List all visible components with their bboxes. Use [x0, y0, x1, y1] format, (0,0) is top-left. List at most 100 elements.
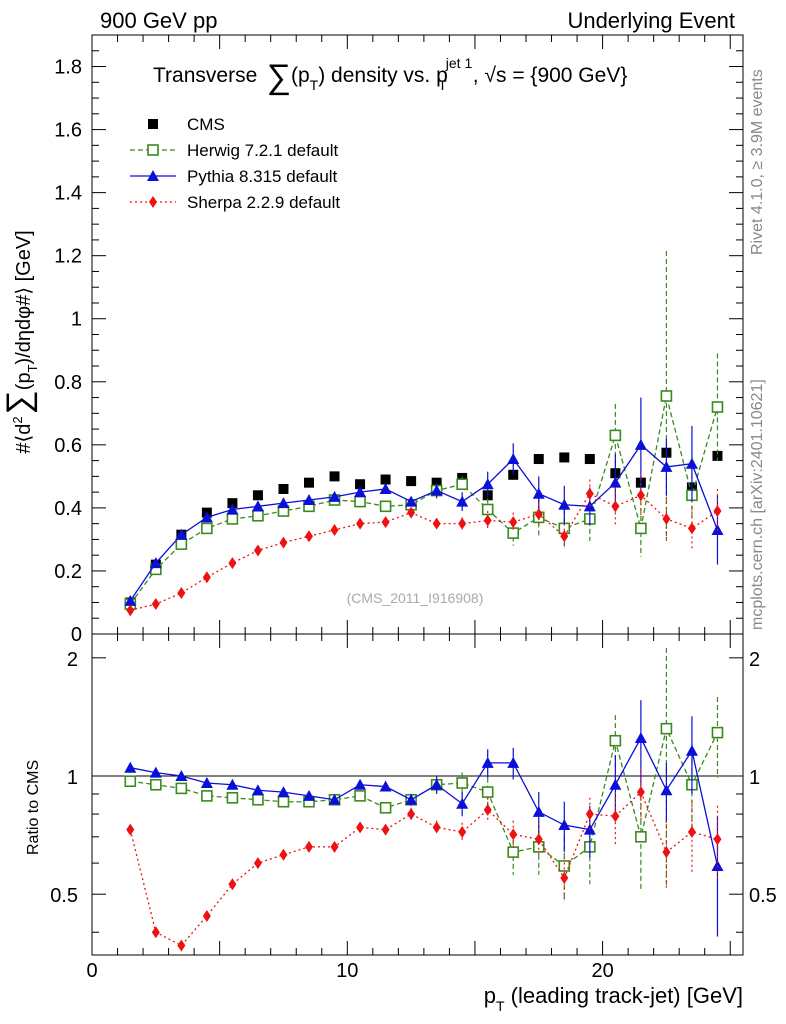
- ratio-point-pythia: [456, 797, 469, 809]
- ratio-point-pythia: [660, 784, 673, 796]
- title-part: , √s = {900 GeV}: [473, 64, 628, 87]
- title-part: Transverse: [153, 64, 257, 87]
- main-series-sherpa: [126, 473, 722, 617]
- ratio-panel: 0.5 0.51 12 20 10 20: [50, 633, 777, 982]
- legend-marker-pythia: [147, 170, 159, 181]
- legend-marker-sherpa: [149, 196, 157, 208]
- main-ytick-label: 0.6: [54, 435, 82, 457]
- legend-marker-herwig: [147, 144, 159, 156]
- main-point-cms: [559, 452, 570, 463]
- ratio-point-pythia: [379, 780, 392, 792]
- main-point-sherpa: [202, 571, 211, 584]
- ratio-point-sherpa: [177, 939, 186, 952]
- main-point-sherpa: [560, 530, 569, 543]
- main-point-pythia: [558, 498, 571, 510]
- side-label-bottom: mcplots.cern.ch [arXiv:2401.10621]: [749, 379, 766, 630]
- main-point-sherpa: [662, 512, 671, 525]
- main-point-sherpa: [585, 487, 594, 500]
- ratio-point-pythia: [149, 766, 162, 778]
- main-point-herwig: [354, 495, 366, 508]
- main-point-herwig: [456, 478, 468, 491]
- ratio-point-sherpa: [407, 808, 416, 821]
- ratio-point-herwig: [711, 726, 724, 739]
- main-point-sherpa: [253, 544, 262, 557]
- main-point-pythia: [456, 495, 469, 507]
- ratio-point-pythia: [328, 793, 341, 805]
- main-point-herwig: [635, 522, 647, 535]
- main-ytick-label: 0.2: [54, 561, 82, 583]
- ratio-point-sherpa: [330, 840, 339, 853]
- ratio-point-pythia: [609, 778, 622, 790]
- main-point-sherpa: [611, 500, 620, 513]
- main-point-sherpa: [534, 508, 543, 521]
- ratio-point-sherpa: [713, 833, 722, 846]
- main-point-pythia: [124, 594, 137, 606]
- ratio-point-sherpa: [662, 846, 671, 859]
- ratio-point-sherpa: [585, 808, 594, 821]
- ratio-point-pythia: [124, 761, 137, 773]
- title-part: ∑: [257, 58, 291, 96]
- ratio-point-herwig: [379, 801, 392, 814]
- main-point-pythia: [405, 495, 418, 507]
- ratio-point-pythia: [558, 819, 571, 831]
- header-right: Underlying Event: [567, 8, 735, 33]
- main-point-cms: [278, 483, 289, 494]
- main-point-sherpa: [407, 506, 416, 519]
- main-point-cms: [533, 454, 544, 465]
- title-part: ) density vs. p: [318, 64, 448, 87]
- ratio-point-herwig: [558, 860, 571, 872]
- main-point-pythia: [507, 453, 520, 465]
- main-point-cms: [712, 450, 723, 461]
- main-point-herwig: [609, 429, 622, 442]
- main-point-sherpa: [305, 530, 313, 543]
- ratio-point-sherpa: [636, 786, 645, 799]
- ratio-point-sherpa: [509, 828, 518, 841]
- ratio-point-pythia: [251, 784, 264, 796]
- main-point-pythia: [303, 494, 315, 506]
- main-point-sherpa: [509, 516, 518, 529]
- main-point-cms: [227, 498, 238, 509]
- main-point-pythia: [251, 500, 264, 512]
- ratio-point-pythia: [685, 744, 698, 756]
- ratio-ytick-label: 0.5: [50, 885, 78, 907]
- main-point-pythia: [379, 482, 392, 494]
- ratio-xtick-label: 0: [86, 960, 97, 982]
- ratio-point-pythia: [634, 731, 647, 743]
- ratio-point-sherpa: [611, 810, 620, 823]
- main-ytick-label: 0.8: [54, 372, 82, 394]
- legend-item-pythia: Pythia 8.315 default: [130, 167, 338, 186]
- ratio-point-pythia: [303, 789, 315, 801]
- main-point-pythia: [609, 476, 622, 488]
- main-point-herwig: [201, 522, 213, 535]
- xlabel-a: p: [484, 983, 496, 1008]
- ratio-point-pythia: [175, 770, 188, 782]
- ratio-point-sherpa: [432, 821, 441, 834]
- ratio-frame: [91, 633, 744, 956]
- ratio-point-herwig: [660, 722, 673, 735]
- ratio-point-herwig: [609, 734, 622, 747]
- ratio-series-pythia: [124, 700, 724, 937]
- ratio-point-sherpa: [202, 909, 211, 922]
- ratio-point-sherpa: [687, 826, 696, 839]
- ratio-ytick-label: 2: [67, 649, 78, 671]
- ratio-point-pythia: [226, 778, 239, 790]
- ratio-point-sherpa: [279, 848, 288, 861]
- main-point-sherpa: [356, 517, 365, 530]
- main-point-pythia: [277, 497, 290, 509]
- main-point-pythia: [354, 486, 367, 498]
- main-point-pythia: [481, 478, 494, 490]
- main-point-cms: [406, 476, 417, 487]
- main-point-sherpa: [177, 587, 186, 600]
- ratio-point-sherpa: [381, 823, 390, 836]
- main-point-herwig: [481, 503, 494, 516]
- main-ytick-label: 1.6: [54, 120, 82, 142]
- ratio-xtick-label: 10: [336, 960, 358, 982]
- y-axis-label-ratio: Ratio to CMS: [25, 760, 42, 855]
- legend-label: Sherpa 2.2.9 default: [187, 193, 340, 212]
- ratio-line-sherpa: [129, 790, 718, 947]
- main-ytick-label: 1: [71, 309, 82, 331]
- main-point-sherpa: [126, 604, 135, 617]
- legend-label: Pythia 8.315 default: [187, 167, 338, 186]
